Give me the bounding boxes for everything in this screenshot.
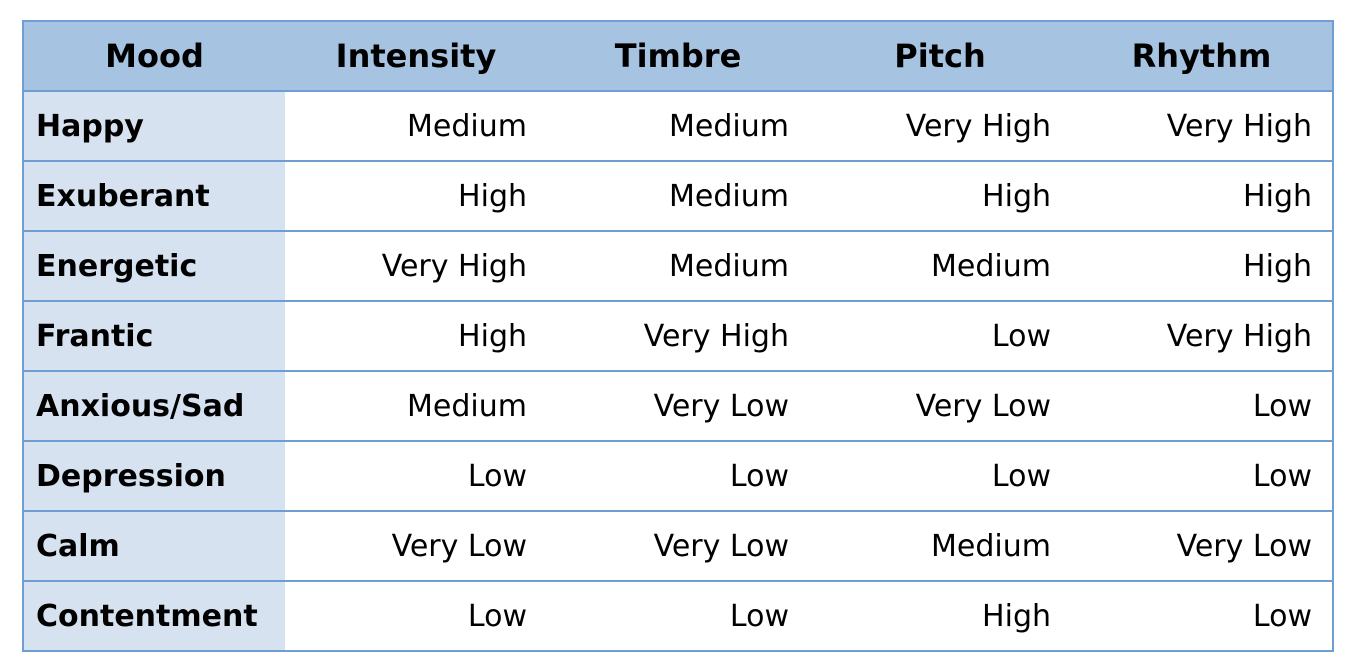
header-mood: Mood xyxy=(22,20,285,91)
mood-cell: Exuberant xyxy=(22,160,285,231)
rhythm-cell: High xyxy=(1071,230,1334,301)
mood-table: Mood Intensity Timbre Pitch Rhythm Happy… xyxy=(22,20,1334,652)
pitch-cell: Low xyxy=(809,440,1071,511)
table-row: Energetic Very High Medium Medium High xyxy=(22,230,1334,301)
table-row: Exuberant High Medium High High xyxy=(22,160,1334,231)
pitch-cell: Very High xyxy=(809,90,1071,161)
intensity-cell: Very Low xyxy=(285,510,547,581)
rhythm-cell: Low xyxy=(1071,580,1334,652)
table-row: Depression Low Low Low Low xyxy=(22,440,1334,511)
timbre-cell: Very High xyxy=(547,300,809,371)
table-row: Frantic High Very High Low Very High xyxy=(22,300,1334,371)
rhythm-cell: Very High xyxy=(1071,90,1334,161)
intensity-cell: Very High xyxy=(285,230,547,301)
header-row: Mood Intensity Timbre Pitch Rhythm xyxy=(22,20,1334,91)
pitch-cell: Low xyxy=(809,300,1071,371)
timbre-cell: Medium xyxy=(547,230,809,301)
intensity-cell: Medium xyxy=(285,90,547,161)
header-intensity: Intensity xyxy=(285,20,547,91)
pitch-cell: Medium xyxy=(809,510,1071,581)
mood-cell: Frantic xyxy=(22,300,285,371)
table-row: Calm Very Low Very Low Medium Very Low xyxy=(22,510,1334,581)
mood-cell: Depression xyxy=(22,440,285,511)
intensity-cell: Low xyxy=(285,580,547,652)
header-rhythm: Rhythm xyxy=(1071,20,1334,91)
header-timbre: Timbre xyxy=(547,20,809,91)
rhythm-cell: Very High xyxy=(1071,300,1334,371)
timbre-cell: Low xyxy=(547,580,809,652)
table-row: Anxious/Sad Medium Very Low Very Low Low xyxy=(22,370,1334,441)
pitch-cell: Very Low xyxy=(809,370,1071,441)
intensity-cell: High xyxy=(285,300,547,371)
intensity-cell: Medium xyxy=(285,370,547,441)
mood-cell: Energetic xyxy=(22,230,285,301)
mood-cell: Anxious/Sad xyxy=(22,370,285,441)
table-row: Contentment Low Low High Low xyxy=(22,580,1334,652)
pitch-cell: High xyxy=(809,160,1071,231)
timbre-cell: Very Low xyxy=(547,370,809,441)
mood-cell: Calm xyxy=(22,510,285,581)
mood-cell: Happy xyxy=(22,90,285,161)
header-pitch: Pitch xyxy=(809,20,1071,91)
table-row: Happy Medium Medium Very High Very High xyxy=(22,90,1334,161)
rhythm-cell: Low xyxy=(1071,440,1334,511)
rhythm-cell: Low xyxy=(1071,370,1334,441)
intensity-cell: High xyxy=(285,160,547,231)
timbre-cell: Low xyxy=(547,440,809,511)
rhythm-cell: High xyxy=(1071,160,1334,231)
pitch-cell: High xyxy=(809,580,1071,652)
rhythm-cell: Very Low xyxy=(1071,510,1334,581)
timbre-cell: Medium xyxy=(547,90,809,161)
pitch-cell: Medium xyxy=(809,230,1071,301)
timbre-cell: Medium xyxy=(547,160,809,231)
timbre-cell: Very Low xyxy=(547,510,809,581)
intensity-cell: Low xyxy=(285,440,547,511)
mood-cell: Contentment xyxy=(22,580,285,652)
